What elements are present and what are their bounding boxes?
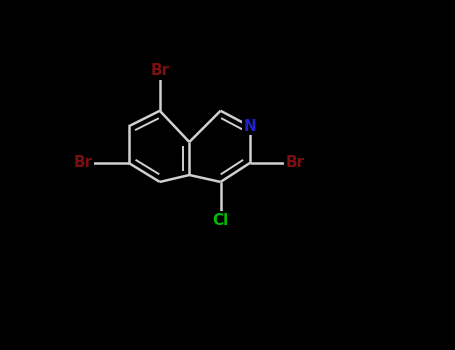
Text: Br: Br: [74, 155, 93, 170]
Text: Br: Br: [286, 155, 305, 170]
Text: Br: Br: [150, 63, 169, 78]
Text: N: N: [244, 119, 257, 134]
Text: Cl: Cl: [212, 213, 229, 228]
